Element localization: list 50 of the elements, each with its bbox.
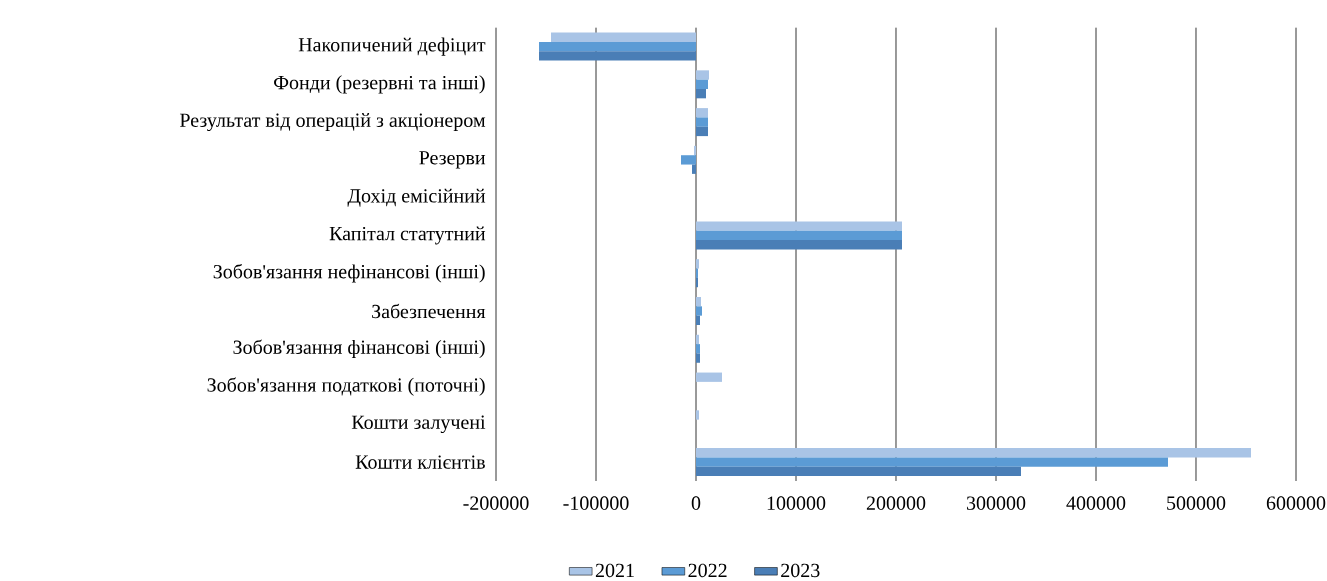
bar <box>539 51 696 61</box>
bar <box>696 221 902 231</box>
x-tick-label: 600000 <box>1266 496 1326 510</box>
bar <box>551 32 696 42</box>
x-tick-label: 0 <box>691 496 701 510</box>
bar <box>696 296 701 307</box>
bar <box>696 126 708 137</box>
bar <box>696 306 702 316</box>
bar <box>681 155 696 165</box>
bar <box>696 466 1021 477</box>
x-tick-label: 100000 <box>767 496 826 510</box>
bar <box>696 372 722 382</box>
x-tick-label: 200000 <box>866 496 926 510</box>
bar <box>696 344 701 354</box>
y-tick-label: Зобов'язання податкові (поточні) <box>207 377 485 396</box>
bar <box>696 259 699 269</box>
bar <box>696 448 1251 458</box>
y-tick-label: Кошти залучені <box>351 415 486 434</box>
bar <box>692 164 696 174</box>
bar <box>696 70 709 80</box>
x-tick-label: -100000 <box>563 496 629 510</box>
y-tick-label: Резерви <box>419 151 486 169</box>
x-tick-label: 400000 <box>1066 496 1126 510</box>
bar <box>696 240 902 250</box>
bar <box>696 108 708 118</box>
bar <box>696 117 708 127</box>
x-tick-label: -200000 <box>463 496 529 510</box>
bar <box>539 41 696 52</box>
x-tick-label: 500000 <box>1167 496 1226 510</box>
bar <box>696 410 699 420</box>
bar <box>696 457 1168 467</box>
y-tick-label: Накопичений дефіцит <box>298 37 486 56</box>
bar <box>696 89 706 99</box>
y-tick-label: Капітал статутний <box>329 226 486 245</box>
legend-label: 2022 <box>688 563 727 578</box>
bar <box>696 230 902 241</box>
bar <box>696 334 699 345</box>
y-tick-label: Забезпечення <box>372 303 486 319</box>
y-tick-label: Кошти клієнтів <box>355 455 485 469</box>
legend-label: 2021 <box>595 563 634 578</box>
bar <box>696 353 701 363</box>
y-tick-label: Результат від операцій з акціонером <box>179 113 486 132</box>
bar <box>696 315 701 325</box>
y-tick-label: Фонди (резервні та інші) <box>274 75 485 94</box>
y-tick-label: Зобов'язання фінансові (інші) <box>233 339 485 359</box>
y-tick-label: Зобов'язання нефінансові (інші) <box>213 263 485 283</box>
x-tick-label: 300000 <box>966 496 1026 510</box>
legend-label: 2023 <box>781 563 820 578</box>
bar <box>696 79 708 89</box>
y-tick-label: Дохід емісійний <box>347 188 486 207</box>
